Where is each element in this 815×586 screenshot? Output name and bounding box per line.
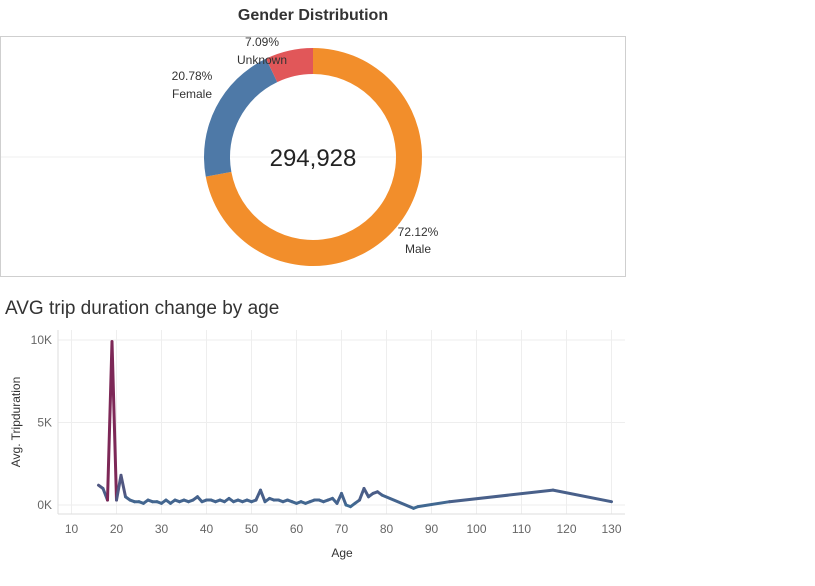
slice-name-unknown: Unknown	[237, 53, 287, 67]
y-tick-label: 10K	[31, 333, 52, 347]
line-segment	[380, 493, 415, 510]
slice-percent-female: 20.78%	[172, 69, 213, 83]
line-segment	[416, 500, 451, 509]
donut-center-total: 294,928	[270, 145, 357, 172]
line-segment	[119, 473, 127, 499]
line-segment	[115, 473, 123, 502]
line-segment	[362, 487, 370, 499]
x-tick-label: 10	[65, 522, 79, 536]
line-segment	[358, 487, 366, 502]
y-axis-label: Avg. Tripduration	[9, 377, 23, 468]
x-tick-label: 80	[380, 522, 394, 536]
slice-percent-unknown: 7.09%	[245, 35, 279, 49]
x-tick-label: 60	[290, 522, 304, 536]
line-chart-axes: 10 20 30 40 50 60 70 80 90 100 110 120 130 0K 5K 10K	[31, 330, 625, 536]
donut-chart-title: Gender Distribution	[238, 7, 388, 24]
line-segment	[448, 488, 555, 504]
y-tick-label: 5K	[37, 416, 52, 430]
line-segment	[551, 488, 613, 504]
x-tick-label: 130	[601, 522, 621, 536]
x-tick-label: 110	[512, 522, 531, 536]
x-tick-label: 70	[335, 522, 349, 536]
donut-chart	[204, 48, 423, 266]
donut-slice-female	[204, 58, 278, 177]
line-segment	[340, 491, 348, 507]
donut-slice-labels: 72.12% Male 20.78% Female 7.09% Unknown	[172, 35, 439, 256]
donut-slice-unknown	[266, 48, 313, 83]
x-tick-label: 120	[556, 522, 576, 536]
line-chart-grid	[58, 330, 625, 514]
slice-name-female: Female	[172, 87, 212, 101]
line-chart-series	[97, 340, 613, 510]
line-segment	[110, 340, 118, 502]
x-tick-label: 90	[425, 522, 439, 536]
line-chart-title: AVG trip duration change by age	[5, 298, 279, 319]
slice-percent-male: 72.12%	[398, 225, 439, 239]
x-tick-label: 50	[245, 522, 259, 536]
x-tick-label: 100	[466, 522, 486, 536]
y-tick-label: 0K	[37, 498, 52, 512]
x-tick-label: 30	[155, 522, 169, 536]
x-tick-label: 40	[200, 522, 214, 536]
line-segment	[259, 488, 267, 504]
slice-name-male: Male	[405, 242, 431, 256]
x-axis-label: Age	[331, 546, 353, 560]
x-tick-label: 20	[110, 522, 124, 536]
